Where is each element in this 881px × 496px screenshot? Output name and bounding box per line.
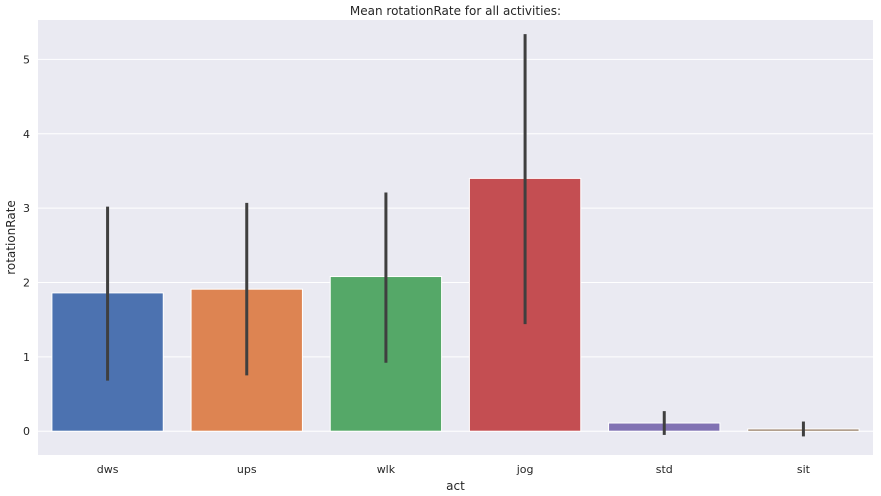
x-tick-label: sit <box>797 463 811 476</box>
y-tick-label: 0 <box>23 425 30 438</box>
x-tick-label: dws <box>97 463 119 476</box>
chart-title: Mean rotationRate for all activities: <box>350 4 561 18</box>
x-tick-label: wlk <box>377 463 396 476</box>
x-tick-label: std <box>656 463 673 476</box>
y-axis-label: rotationRate <box>4 200 18 275</box>
x-tick-label: ups <box>237 463 257 476</box>
plot-background <box>38 20 873 455</box>
x-axis-label: act <box>446 479 465 493</box>
gridlines <box>38 58 873 432</box>
y-tick-label: 4 <box>23 128 30 141</box>
y-tick-labels: 0 1 2 3 4 5 <box>23 53 30 438</box>
y-tick-label: 3 <box>23 202 30 215</box>
x-tick-labels: dws ups wlk jog std sit <box>97 463 811 476</box>
x-tick-label: jog <box>516 463 534 476</box>
y-tick-label: 2 <box>23 276 30 289</box>
y-tick-label: 5 <box>23 53 30 66</box>
error-bars <box>106 34 805 437</box>
y-tick-label: 1 <box>23 351 30 364</box>
